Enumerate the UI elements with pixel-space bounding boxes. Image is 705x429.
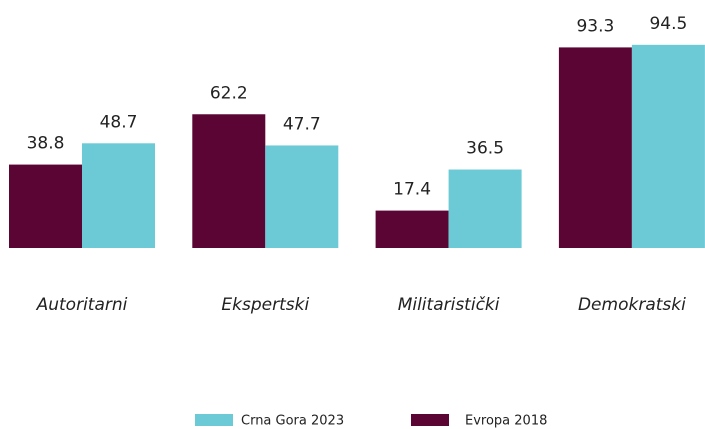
legend-label: Evropa 2018 xyxy=(465,414,547,429)
value-label: 62.2 xyxy=(210,83,248,103)
value-label: 94.5 xyxy=(649,14,687,34)
bar xyxy=(375,210,449,248)
value-label: 36.5 xyxy=(466,139,504,159)
bar xyxy=(448,169,522,248)
legend-label: Crna Gora 2023 xyxy=(241,414,344,429)
legend-swatch xyxy=(195,414,233,426)
value-label: 48.7 xyxy=(100,112,138,132)
bar xyxy=(558,47,632,248)
bar xyxy=(192,114,266,249)
bar xyxy=(265,145,339,248)
category-label: Autoritarni xyxy=(36,295,128,315)
value-label: 93.3 xyxy=(576,16,614,36)
value-label: 38.8 xyxy=(27,134,65,154)
category-label: Ekspertski xyxy=(221,295,309,315)
value-label: 47.7 xyxy=(283,114,321,134)
category-label: Demokratski xyxy=(578,295,686,315)
legend-swatch xyxy=(411,414,449,426)
bar xyxy=(9,164,82,248)
bar xyxy=(82,143,155,248)
bar xyxy=(631,44,705,249)
value-label: 17.4 xyxy=(393,180,431,200)
category-label: Militaristički xyxy=(398,295,500,315)
